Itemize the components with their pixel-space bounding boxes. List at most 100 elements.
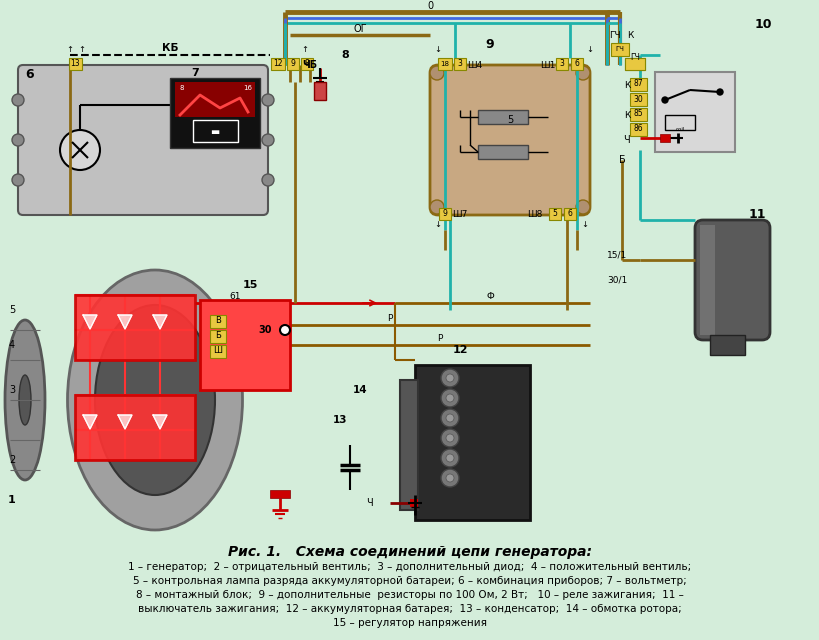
Bar (629, 78, 646, 91)
Text: 0: 0 (427, 1, 432, 11)
Bar (210, 345, 226, 358)
Circle shape (12, 174, 24, 186)
Bar (438, 208, 450, 220)
Text: 18: 18 (440, 61, 449, 67)
Bar (549, 208, 560, 220)
Circle shape (12, 94, 24, 106)
Bar (664, 115, 695, 130)
Circle shape (446, 474, 454, 482)
Text: Ш8: Ш8 (527, 211, 542, 220)
Text: 3: 3 (9, 385, 15, 395)
Text: Б: Б (215, 332, 220, 340)
Text: ГЧ: ГЧ (615, 46, 624, 52)
Bar (477, 145, 527, 159)
Ellipse shape (5, 320, 45, 480)
Bar (570, 58, 582, 70)
Bar (477, 110, 527, 124)
Bar (314, 82, 326, 100)
Text: 13: 13 (333, 415, 346, 425)
Bar (410, 499, 418, 507)
Bar (210, 315, 226, 328)
Text: Рис. 1.   Схема соединений цепи генератора:: Рис. 1. Схема соединений цепи генератора… (228, 545, 591, 559)
Bar (654, 72, 734, 152)
Bar (610, 43, 628, 56)
Bar (624, 58, 645, 70)
Circle shape (279, 325, 290, 335)
Bar (624, 58, 645, 70)
Text: 30: 30 (258, 325, 271, 335)
Bar (629, 123, 646, 136)
Text: 30: 30 (632, 95, 642, 104)
Bar (414, 365, 529, 520)
Ellipse shape (67, 270, 242, 530)
Circle shape (429, 66, 443, 80)
Text: ГЧ: ГЧ (609, 31, 620, 40)
Circle shape (446, 434, 454, 442)
Text: Р: Р (437, 335, 442, 344)
Text: Ш7: Ш7 (452, 211, 467, 220)
Text: Ш: Ш (213, 346, 222, 355)
Text: выключатель зажигания;  12 – аккумуляторная батарея;  13 – конденсатор;  14 – об: выключатель зажигания; 12 – аккумуляторн… (138, 604, 681, 614)
Text: 61: 61 (229, 292, 241, 301)
Bar (437, 58, 451, 70)
Polygon shape (118, 415, 132, 429)
Circle shape (661, 97, 667, 103)
Text: Б: Б (618, 155, 625, 165)
Circle shape (716, 89, 722, 95)
Text: ▬: ▬ (210, 127, 219, 137)
Text: К: К (623, 111, 630, 120)
Text: 87: 87 (632, 79, 642, 88)
Text: 14: 14 (352, 385, 367, 395)
Text: 5: 5 (552, 209, 557, 218)
Text: 30/1: 30/1 (606, 275, 627, 285)
Bar (301, 58, 313, 70)
Text: 3: 3 (559, 60, 563, 68)
Circle shape (446, 454, 454, 462)
Bar (192, 120, 238, 142)
Text: 9: 9 (290, 60, 295, 68)
Circle shape (441, 469, 459, 487)
Bar (269, 490, 290, 498)
Text: Ш1: Ш1 (540, 61, 555, 70)
Text: 12: 12 (273, 60, 283, 68)
FancyBboxPatch shape (429, 65, 590, 215)
Text: ГЧ: ГЧ (629, 54, 639, 63)
Text: 10: 10 (753, 19, 771, 31)
Text: 6: 6 (25, 68, 34, 81)
Circle shape (446, 414, 454, 422)
Text: К: К (626, 31, 632, 40)
Circle shape (446, 374, 454, 382)
Bar (400, 380, 418, 510)
Text: 1 – генератор;  2 – отрицательный вентиль;  3 – дополнительный диод;  4 – положи: 1 – генератор; 2 – отрицательный вентиль… (129, 562, 690, 572)
Circle shape (12, 134, 24, 146)
Text: 2: 2 (9, 455, 15, 465)
Circle shape (446, 394, 454, 402)
Text: КБ: КБ (161, 43, 178, 53)
Text: 6: 6 (567, 209, 572, 218)
Text: ↓: ↓ (434, 221, 441, 230)
Text: 5 – контрольная лампа разряда аккумуляторной батареи; 6 – комбинация приборов; 7: 5 – контрольная лампа разряда аккумулято… (133, 576, 686, 586)
Circle shape (441, 369, 459, 387)
Circle shape (441, 429, 459, 447)
Polygon shape (83, 415, 97, 429)
Circle shape (262, 174, 274, 186)
Text: 8: 8 (179, 85, 184, 91)
Bar (454, 58, 465, 70)
Text: 12: 12 (452, 345, 467, 355)
Text: ЧБ: ЧБ (302, 60, 317, 70)
Bar (629, 93, 646, 106)
Text: 86: 86 (632, 125, 642, 134)
Bar (174, 82, 255, 117)
Polygon shape (118, 315, 132, 329)
Text: 5: 5 (506, 115, 513, 125)
Circle shape (262, 134, 274, 146)
Circle shape (441, 389, 459, 407)
Text: ↑: ↑ (79, 45, 85, 54)
Polygon shape (83, 315, 97, 329)
Text: ↓: ↓ (434, 45, 441, 54)
Polygon shape (153, 315, 167, 329)
Bar (270, 58, 285, 70)
Bar (75, 295, 195, 360)
Text: 16: 16 (243, 85, 252, 91)
Text: 8: 8 (304, 60, 309, 68)
